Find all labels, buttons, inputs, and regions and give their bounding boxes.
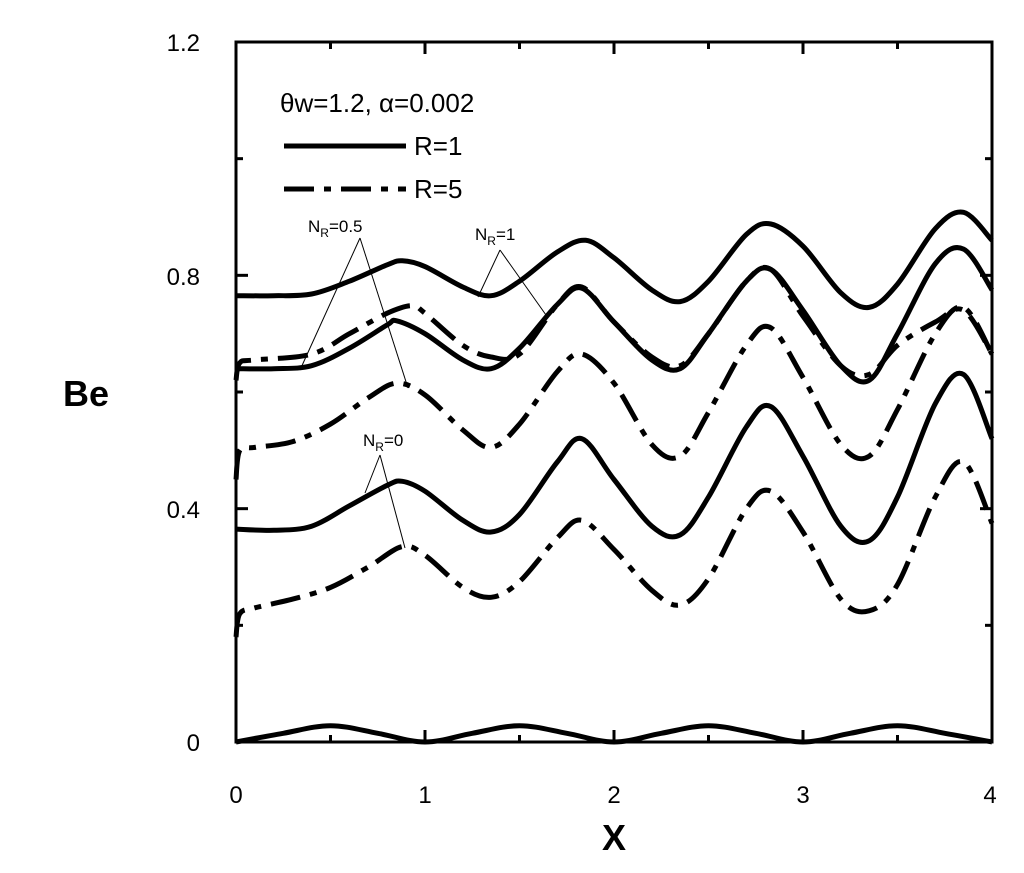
x-tick-label: 4 — [983, 782, 996, 809]
annotation-label: NR=0 — [363, 431, 403, 454]
annotation-rest: =1 — [496, 225, 515, 244]
x-tick-label: 2 — [607, 782, 620, 809]
legend: θw=1.2, α=0.002 R=1 R=5 — [280, 88, 474, 204]
annotation-nr-0: NR=0 — [363, 431, 406, 549]
annotation-rest: =0 — [384, 431, 403, 450]
x-tick-label: 0 — [229, 782, 242, 809]
y-tick-label: 1.2 — [167, 30, 200, 57]
annotation-leader — [359, 237, 409, 389]
x-tick-label: 1 — [418, 782, 431, 809]
annotation-leader — [499, 249, 547, 316]
annotation-nr-0-5: NR=0.5 — [299, 217, 409, 389]
x-axis-title: X — [602, 817, 626, 858]
annotation-base: N — [363, 431, 375, 450]
annotation-label: NR=1 — [475, 225, 515, 248]
annotation-leader — [379, 454, 406, 549]
annotation-label: NR=0.5 — [308, 217, 363, 240]
series-layer — [233, 209, 995, 745]
series-dashdot-line-5 — [233, 304, 995, 480]
annotation-base: N — [475, 225, 487, 244]
annotation-sub: R — [487, 234, 496, 248]
x-tick-label: 3 — [796, 782, 809, 809]
annotation-base: N — [308, 217, 320, 236]
y-tick-label: 0.8 — [167, 264, 200, 291]
series-dashdot-line-6 — [233, 458, 995, 638]
annotation-sub: R — [320, 226, 329, 240]
legend-entry-label: R=1 — [414, 131, 462, 161]
y-tick-label: 0 — [187, 730, 200, 757]
plot-area — [234, 40, 994, 744]
series-solid-line-0 — [235, 209, 994, 311]
legend-entry-label: R=5 — [414, 174, 462, 204]
annotation-sub: R — [375, 440, 384, 454]
y-axis-title: Be — [63, 373, 109, 414]
annotation-leader — [477, 249, 501, 298]
legend-header: θw=1.2, α=0.002 — [280, 88, 474, 118]
annotation-leader — [364, 454, 381, 494]
annotation-nr-1: NR=1 — [475, 225, 547, 316]
annotation-rest: =0.5 — [329, 217, 363, 236]
y-tick-label: 0.4 — [167, 497, 200, 524]
annotation-leader — [299, 237, 361, 371]
series-solid-line-3 — [235, 723, 993, 745]
series-dashdot-line-4 — [233, 264, 995, 381]
